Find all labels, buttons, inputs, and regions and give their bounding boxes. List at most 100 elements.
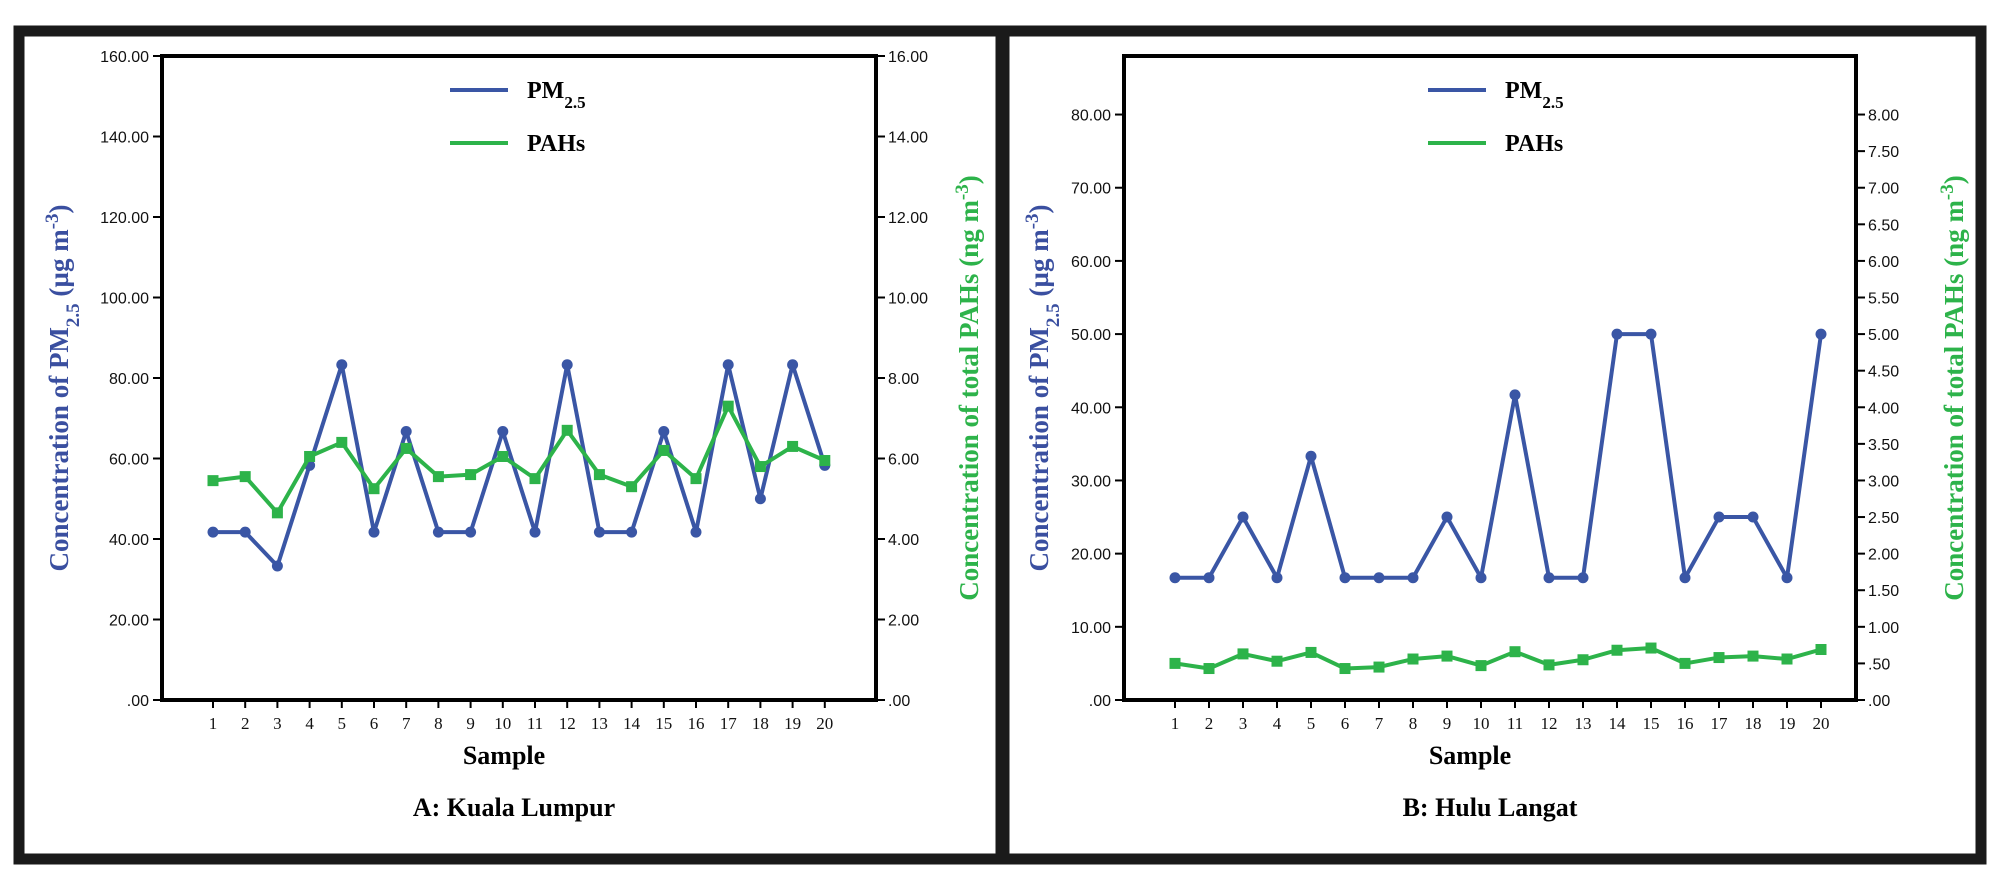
x-tick-label: 18 (1745, 714, 1762, 733)
x-tick-label: 12 (559, 714, 576, 733)
x-tick-label: 15 (1643, 714, 1660, 733)
pm25-point (1815, 328, 1827, 340)
pm25-point (1679, 572, 1691, 584)
pm25-point (1645, 328, 1657, 340)
right-tick-label: 12.00 (888, 210, 928, 227)
legend-label-pahs: PAHs (527, 131, 585, 157)
x-tick-label: 3 (273, 714, 282, 733)
left-tick-label: 140.00 (100, 130, 149, 147)
x-tick-label: 18 (752, 714, 769, 733)
pahs-point (1203, 663, 1215, 675)
pm25-point (368, 526, 380, 538)
x-tick-label: 19 (784, 714, 801, 733)
pm25-point (1339, 572, 1351, 584)
pm25-point (1271, 572, 1283, 584)
pm25-point (207, 526, 219, 538)
left-tick-label: 20.00 (109, 613, 149, 630)
x-tick-label: 14 (1609, 714, 1627, 733)
pahs-point (1713, 652, 1725, 664)
right-tick-label: 6.00 (888, 452, 919, 469)
pahs-point (754, 461, 766, 473)
series-line-pahs (1174, 646, 1822, 671)
pahs-point (658, 444, 670, 456)
left-tick-label: 40.00 (109, 532, 149, 549)
left-tick-label: 80.00 (1071, 108, 1111, 125)
x-tick-label: 8 (434, 714, 443, 733)
pahs-point (819, 455, 831, 467)
pahs-point (1781, 653, 1793, 665)
pm25-point (626, 526, 638, 538)
pahs-point (400, 442, 412, 454)
right-tick-label: 3.50 (1868, 437, 1899, 454)
x-tick-label: 5 (1307, 714, 1316, 733)
left-tick-label: 160.00 (100, 49, 149, 66)
right-tick-label: 14.00 (888, 130, 928, 147)
pahs-point (432, 471, 444, 483)
pahs-point (304, 450, 316, 462)
x-tick-label: 1 (1171, 714, 1180, 733)
x-tick-label: 8 (1409, 714, 1418, 733)
right-tick-label: 2.00 (888, 613, 919, 630)
left-tick-label: 80.00 (109, 371, 149, 388)
pm25-point (1747, 511, 1759, 523)
pm25-point (1577, 572, 1589, 584)
pahs-point (1305, 646, 1317, 658)
pahs-point (1509, 646, 1521, 658)
x-tick-label: 10 (494, 714, 511, 733)
pm25-point (432, 526, 444, 538)
right-tick-label: 4.00 (888, 532, 919, 549)
plot-area-frame (1122, 54, 1858, 702)
right-tick-label: 2.50 (1868, 510, 1899, 527)
x-tick-label: 6 (1341, 714, 1350, 733)
right-tick-label: 6.50 (1868, 217, 1899, 234)
x-tick-label: 11 (527, 714, 543, 733)
right-tick-label: 7.00 (1868, 181, 1899, 198)
x-tick-label: 2 (241, 714, 250, 733)
right-tick-label: 3.00 (1868, 473, 1899, 490)
panel-b: .0010.0020.0030.0040.0050.0060.0070.0080… (1022, 54, 1969, 822)
panel-caption: B: Hulu Langat (1403, 793, 1578, 822)
right-y-axis-title: Concentration of total PAHs (ng m-3) (952, 175, 985, 601)
pahs-point (561, 424, 573, 436)
pm25-point (271, 560, 283, 572)
pm25-point (1543, 572, 1555, 584)
x-tick-label: 11 (1507, 714, 1523, 733)
pm25-point (1475, 572, 1487, 584)
x-tick-label: 13 (1575, 714, 1592, 733)
x-tick-label: 9 (1443, 714, 1452, 733)
right-tick-label: .00 (1868, 693, 1890, 710)
x-tick-label: 4 (305, 714, 314, 733)
pm25-point (400, 426, 412, 438)
pahs-point (1237, 648, 1249, 660)
left-tick-label: 120.00 (100, 210, 149, 227)
right-tick-label: .50 (1868, 656, 1890, 673)
left-y-axis-title: Concentration of PM2.5 (µg m-3) (1022, 204, 1064, 571)
pm25-point (593, 526, 605, 538)
x-tick-label: 16 (1677, 714, 1694, 733)
pahs-point (593, 469, 605, 481)
left-tick-label: 20.00 (1071, 547, 1111, 564)
left-tick-label: 60.00 (1071, 254, 1111, 271)
right-tick-label: 2.00 (1868, 547, 1899, 564)
right-tick-label: 8.00 (888, 371, 919, 388)
pm25-point (1781, 572, 1793, 584)
x-tick-label: 15 (655, 714, 672, 733)
right-tick-label: 4.50 (1868, 364, 1899, 381)
pm25-point (690, 526, 702, 538)
pahs-point (1441, 650, 1453, 662)
right-tick-label: 7.50 (1868, 144, 1899, 161)
panel-b-frame (998, 25, 1987, 865)
left-y-axis-title: Concentration of PM2.5 (µg m-3) (42, 204, 84, 571)
pahs-point (787, 440, 799, 452)
x-tick-label: 17 (720, 714, 738, 733)
pahs-point (1271, 655, 1283, 667)
left-tick-label: 60.00 (109, 452, 149, 469)
x-tick-label: 16 (688, 714, 705, 733)
pm25-point (658, 426, 670, 438)
x-axis-title: Sample (463, 741, 545, 770)
right-tick-label: .00 (888, 693, 910, 710)
pahs-point (1475, 660, 1487, 672)
panel-caption: A: Kuala Lumpur (413, 793, 615, 822)
pm25-point (1203, 572, 1215, 584)
pm25-point (1611, 328, 1623, 340)
